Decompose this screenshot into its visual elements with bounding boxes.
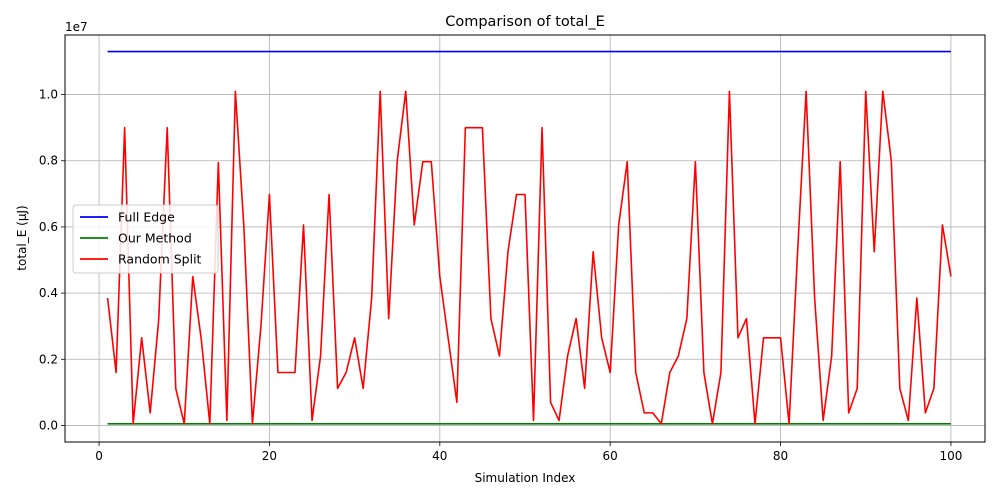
legend-label-random-split: Random Split [118,252,202,267]
y-tick-label: 0.2 [39,352,58,366]
x-tick-label: 60 [603,449,618,463]
y-tick-label: 0.0 [39,418,58,432]
y-tick-label: 0.8 [39,154,58,168]
grid [65,35,985,442]
plot-frame [64,34,986,443]
legend-box [72,204,219,274]
x-axis-title: Simulation Index [475,471,576,485]
x-tick-label: 20 [262,449,277,463]
x-axis: 0 20 40 60 80 100 [95,442,962,463]
y-axis: 0.0 0.2 0.4 0.6 0.8 1.0 [39,88,65,432]
chart-title: Comparison of total_E [445,14,605,30]
x-tick-label: 100 [939,449,962,463]
series-line-random-split [106,90,952,425]
x-tick-label: 40 [432,449,447,463]
y-offset-label: 1e7 [65,20,88,34]
x-tick-label: 80 [773,449,788,463]
series-layer [106,50,952,425]
y-axis-title: total_E (μJ) [15,205,29,270]
x-tick-label: 0 [95,449,103,463]
y-tick-label: 0.6 [39,220,58,234]
legend-label-full-edge: Full Edge [118,210,175,225]
y-tick-label: 1.0 [39,88,58,102]
legend-label-our-method: Our Method [118,231,192,246]
legend: Full Edge Our Method Random Split [72,204,219,274]
y-tick-label: 0.4 [39,286,58,300]
